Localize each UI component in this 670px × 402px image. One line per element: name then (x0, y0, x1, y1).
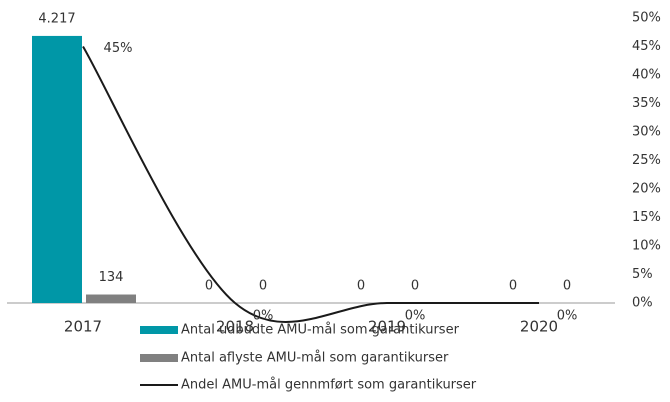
bar (32, 35, 82, 303)
legend-label: Antal udbudte AMU-mål som garantikurser (181, 323, 460, 338)
y2-tick-label: 10% (632, 239, 661, 254)
line-label: 0% (557, 309, 578, 324)
y2-tick-label: 0% (632, 296, 653, 311)
data-label: 0 (205, 279, 213, 294)
line-label: 0% (253, 309, 274, 324)
y2-tick-label: 45% (632, 39, 661, 54)
x-tick-label: 2017 (64, 318, 102, 336)
data-label: 0 (411, 279, 419, 294)
legend-symbol (140, 354, 178, 362)
y2-tick-label: 30% (632, 125, 661, 140)
data-label: 0 (259, 279, 267, 294)
y2-tick-label: 35% (632, 96, 661, 111)
bar (86, 294, 136, 303)
data-label: 4.217 (38, 11, 75, 26)
y2-tick-label: 20% (632, 182, 661, 197)
y2-tick-label: 5% (632, 267, 653, 282)
data-label: 0 (509, 279, 517, 294)
data-label: 0 (563, 279, 571, 294)
y2-tick-label: 15% (632, 210, 661, 225)
x-tick-label: 2020 (520, 318, 558, 336)
line-label: 45% (104, 41, 133, 56)
legend-label: Andel AMU-mål gennmført som garantikurse… (181, 378, 477, 393)
legend-label: Antal aflyste AMU-mål som garantikurser (181, 351, 449, 366)
legend-symbol (140, 326, 178, 334)
line (82, 45, 539, 323)
y2-tick-label: 50% (632, 11, 661, 26)
data-label: 0 (357, 279, 365, 294)
line-label: 0% (405, 309, 426, 324)
x-tick-label: 2019 (368, 318, 406, 336)
y2-tick-label: 40% (632, 68, 661, 83)
x-tick-label: 2018 (216, 318, 254, 336)
data-label: 134 (99, 270, 124, 285)
y2-tick-label: 25% (632, 153, 661, 168)
